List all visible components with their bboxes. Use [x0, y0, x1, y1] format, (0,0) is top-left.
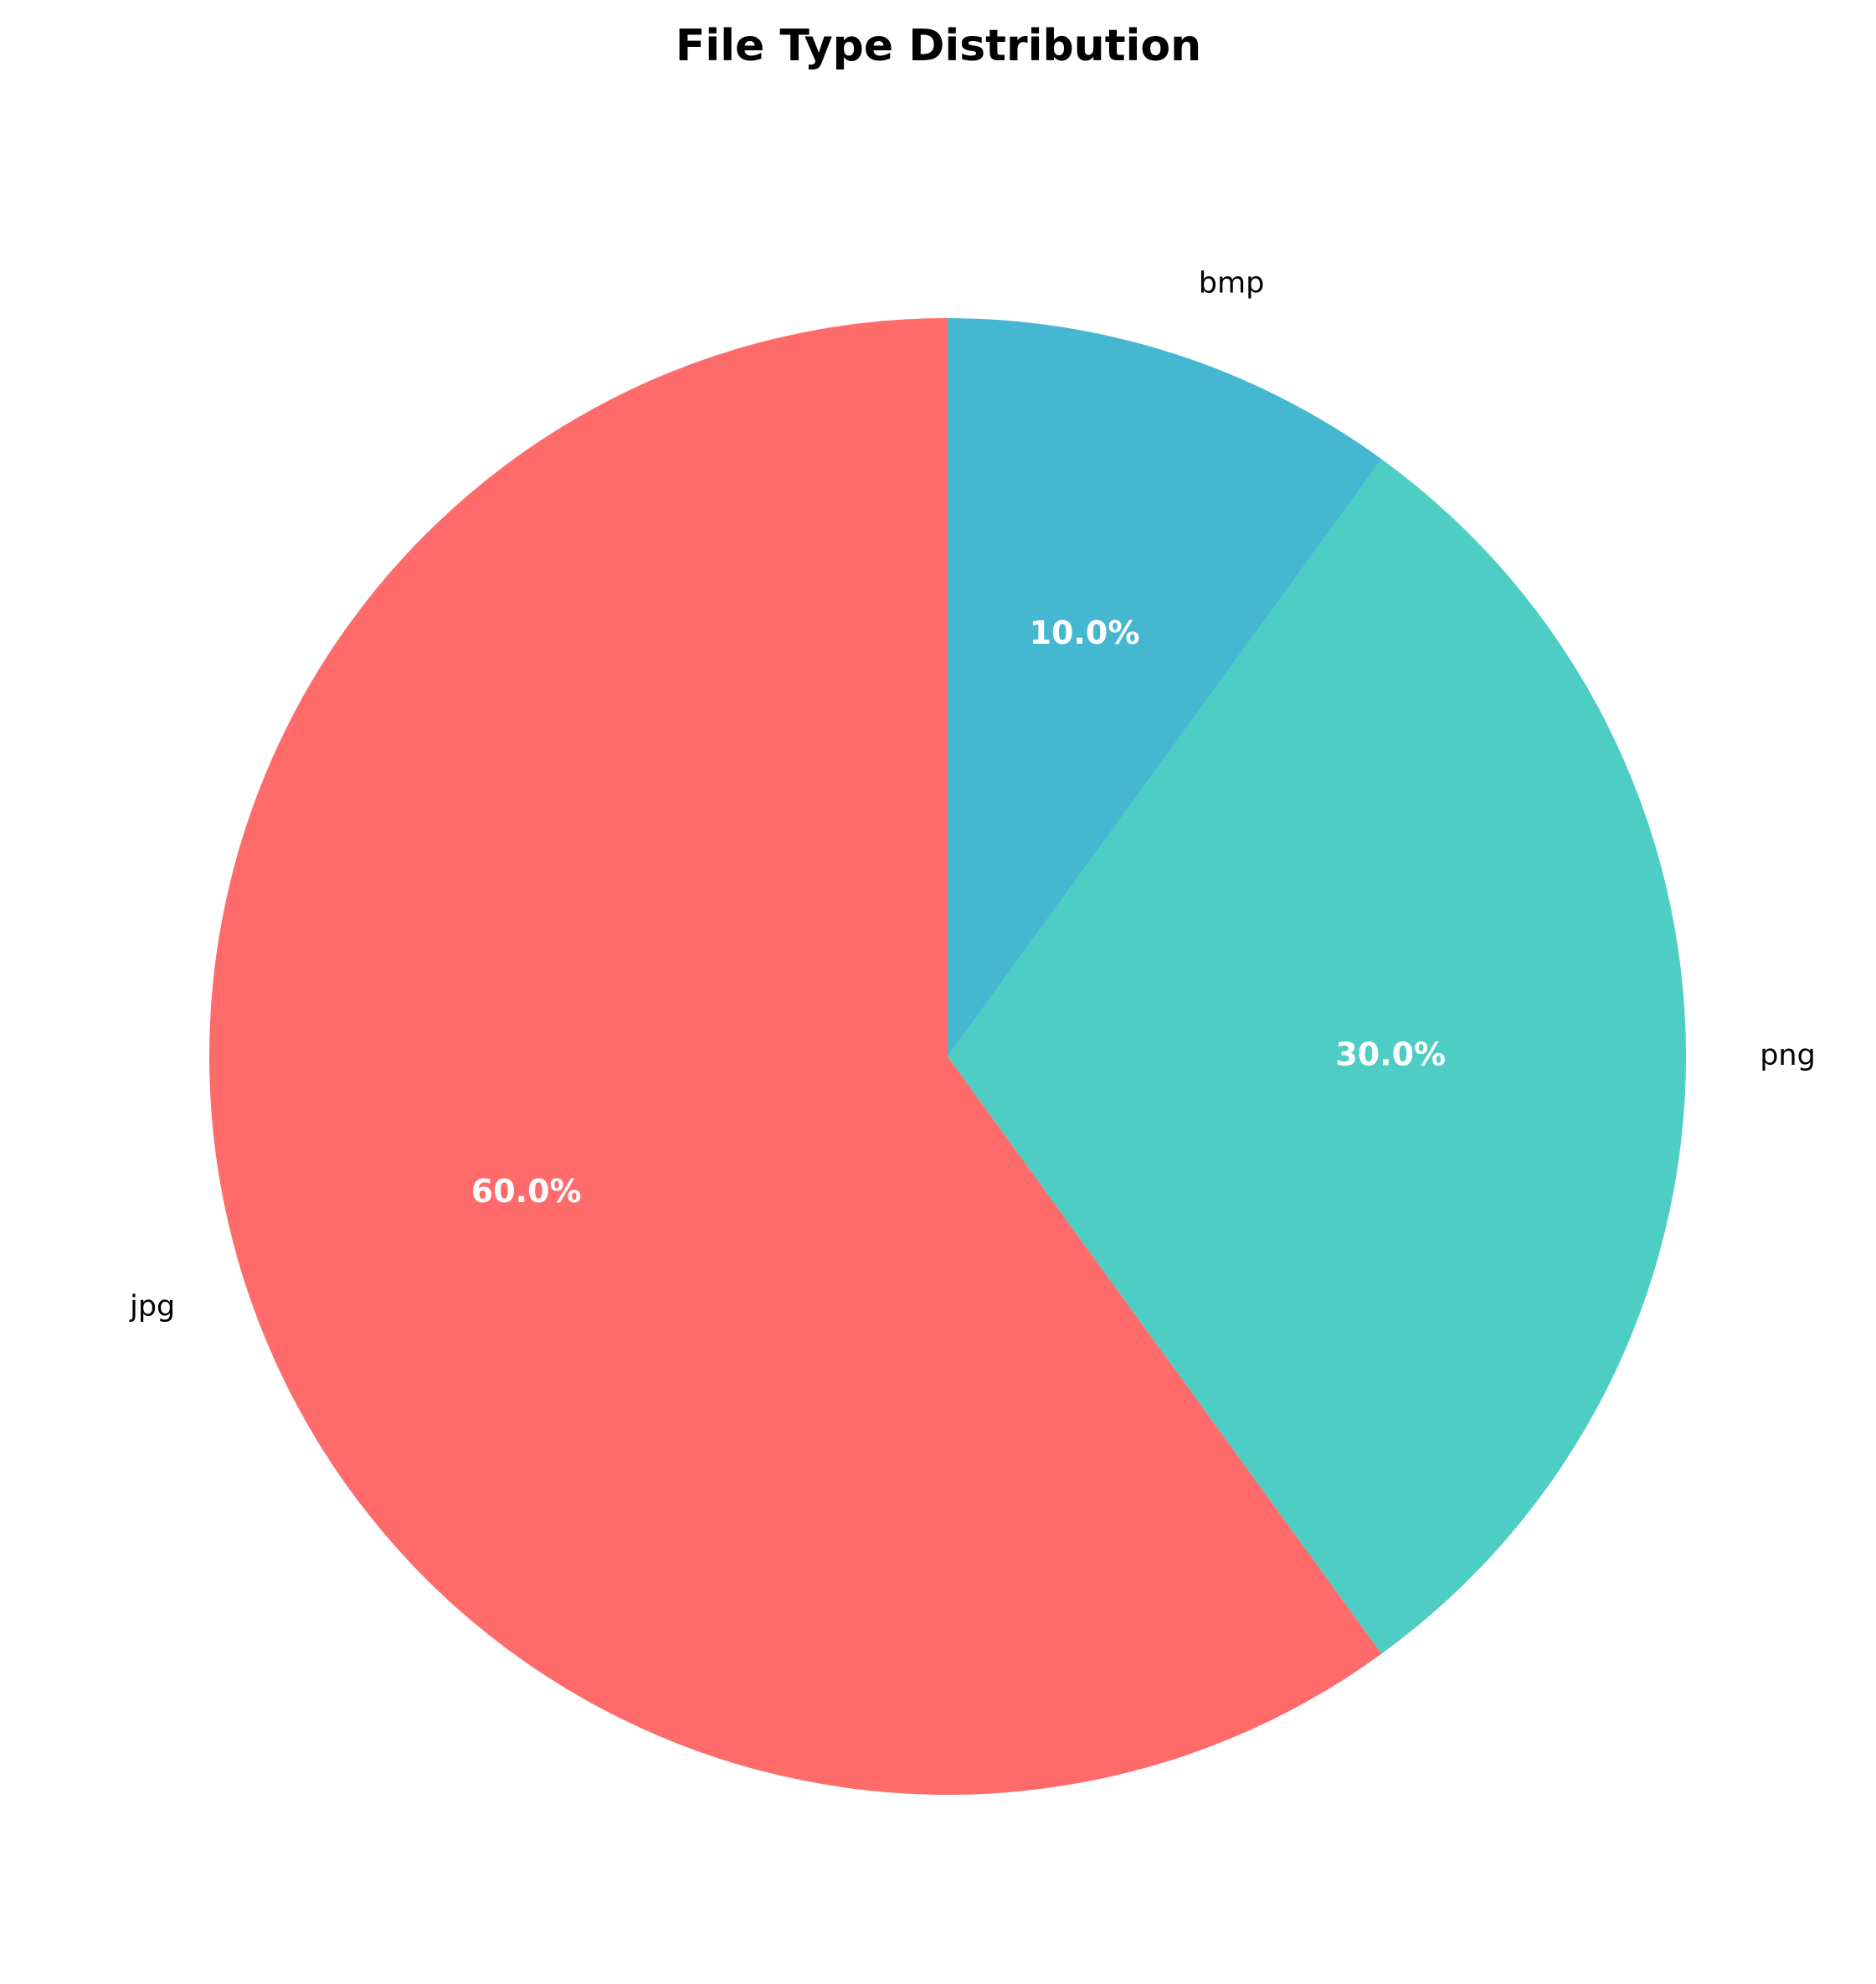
slice-label-png: png — [1760, 1039, 1816, 1072]
pie-slice-bmp — [948, 318, 1382, 1056]
chart-title: File Type Distribution — [676, 21, 1201, 71]
pie-slices — [208, 318, 1687, 1795]
pct-label-bmp: 10.0% — [1030, 614, 1140, 651]
pie-slice-png — [948, 459, 1687, 1654]
slice-label-bmp: bmp — [1199, 266, 1265, 300]
pie-labels: jpg 60.0% png 30.0% bmp 10.0% — [129, 266, 1816, 1324]
pct-label-jpg: 60.0% — [471, 1173, 582, 1210]
pct-label-png: 30.0% — [1335, 1036, 1446, 1073]
slice-label-jpg: jpg — [129, 1290, 175, 1324]
pie-slice-jpg — [208, 318, 1382, 1795]
